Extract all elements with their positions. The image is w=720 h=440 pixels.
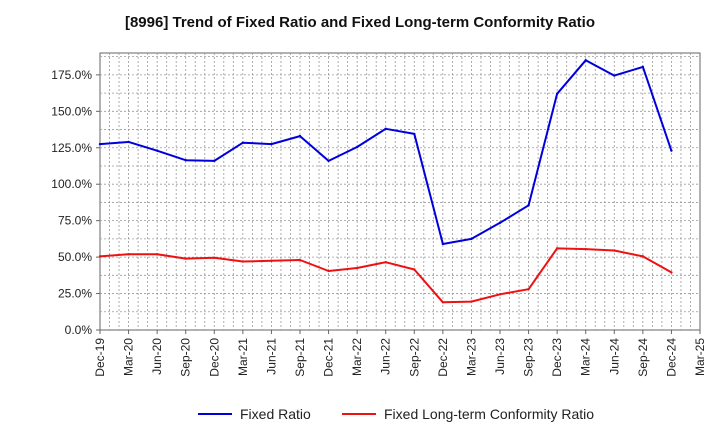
x-tick-label: Sep-22 [407,338,421,377]
data-point [355,145,359,149]
x-tick-label: Sep-21 [293,338,307,377]
x-tick-label: Sep-24 [636,338,650,377]
x-tick-label: Dec-22 [436,338,450,377]
x-tick-label: Jun-24 [607,338,621,375]
y-tick-label: 50.0% [58,250,92,264]
data-point [670,271,673,274]
data-point [384,127,387,131]
x-tick-label: Mar-24 [579,338,593,376]
data-point [155,252,159,256]
y-tick-label: 0.0% [65,323,93,337]
x-tick-label: Dec-19 [93,338,107,377]
data-point [470,300,473,303]
data-point [555,247,559,250]
data-point [298,134,302,138]
data-point [270,259,273,262]
data-point [641,255,645,258]
data-point [241,141,245,144]
y-tick-label: 75.0% [58,214,92,228]
legend-label: Fixed Ratio [240,406,311,422]
data-point [327,269,330,273]
data-point [98,142,102,146]
x-tick-label: Mar-22 [350,338,364,376]
x-tick-label: Dec-24 [664,338,678,377]
x-tick-label: Mar-25 [693,338,707,376]
x-tick-label: Mar-21 [236,338,250,376]
x-tick-label: Dec-23 [550,338,564,377]
data-point [127,252,130,256]
data-point [413,268,416,271]
data-point [413,132,416,136]
y-tick-label: 25.0% [58,287,92,301]
data-point [584,59,587,62]
data-point [355,266,359,270]
data-point [555,92,559,96]
data-point [98,255,102,258]
x-tick-label: Mar-20 [122,338,136,376]
data-point [155,149,159,152]
data-point [384,261,387,264]
x-tick-label: Sep-23 [522,338,536,377]
x-tick-label: Dec-20 [207,338,221,377]
x-tick-label: Mar-23 [464,338,478,376]
data-point [184,158,187,162]
data-point [527,287,530,291]
data-point [184,257,187,260]
data-point [127,140,130,144]
data-point [213,256,216,260]
x-tick-label: Jun-22 [379,338,393,375]
x-tick-label: Jun-23 [493,338,507,375]
chart-title: [8996] Trend of Fixed Ratio and Fixed Lo… [124,14,596,31]
data-point [498,221,502,225]
y-tick-label: 175.0% [51,68,92,82]
data-point [498,293,502,296]
x-tick-label: Jun-21 [264,338,278,375]
data-point [298,258,302,262]
x-tick-label: Dec-21 [322,338,336,377]
data-point [470,237,473,241]
data-point [213,159,216,163]
x-tick-label: Jun-20 [150,338,164,375]
plot-area [99,52,701,331]
data-point [270,142,273,146]
data-point [327,159,330,163]
data-point [613,74,616,77]
data-point [527,204,530,207]
legend-label: Fixed Long-term Conformity Ratio [384,406,594,422]
data-point [241,260,245,263]
y-tick-label: 100.0% [51,177,92,191]
data-point [613,249,616,252]
x-tick-label: Sep-20 [179,338,193,377]
y-tick-label: 125.0% [51,141,92,155]
data-point [670,149,673,152]
data-point [441,301,445,304]
data-point [441,242,445,246]
data-point [641,65,645,69]
y-tick-label: 150.0% [51,104,92,118]
data-point [584,247,587,251]
